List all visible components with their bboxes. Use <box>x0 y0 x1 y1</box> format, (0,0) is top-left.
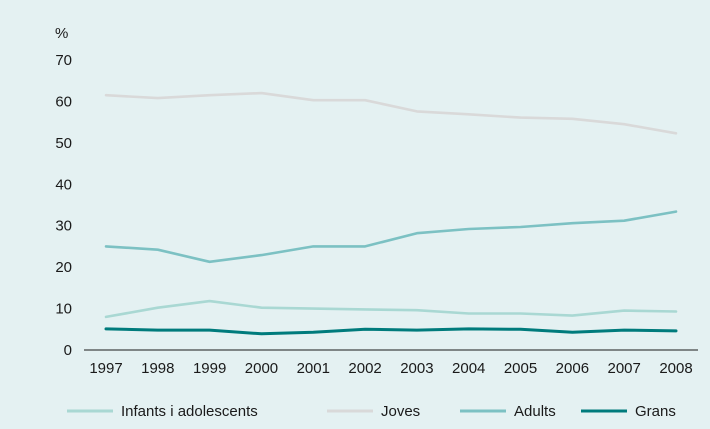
y-tick-label: 50 <box>55 135 72 152</box>
y-axis-unit-label: % <box>55 25 68 42</box>
legend-label: Joves <box>381 403 420 420</box>
y-tick-label: 70 <box>55 52 72 69</box>
y-tick-label: 30 <box>55 218 72 235</box>
x-tick-label: 2000 <box>245 360 278 377</box>
series-line-joves <box>104 91 678 135</box>
y-tick-label: 40 <box>55 176 72 193</box>
y-tick-label: 10 <box>55 301 72 318</box>
x-tick-label: 2004 <box>452 360 485 377</box>
x-tick-label: 2005 <box>504 360 537 377</box>
y-tick-label: 60 <box>55 93 72 110</box>
y-tick-label: 20 <box>55 259 72 276</box>
x-tick-label: 2003 <box>400 360 433 377</box>
legend-label: Adults <box>514 403 556 420</box>
legend: Infants i adolescents Joves Adults Grans <box>67 403 676 420</box>
y-tick-label: 0 <box>64 342 72 359</box>
x-axis-ticks: 1997 1998 1999 2000 2001 2002 2003 2004 2005 2006… <box>89 360 692 377</box>
x-tick-label: 1998 <box>141 360 174 377</box>
x-tick-label: 2002 <box>348 360 381 377</box>
series-line-grans <box>104 327 678 336</box>
x-tick-label: 2006 <box>556 360 589 377</box>
series-lines <box>104 91 678 336</box>
x-tick-label: 2001 <box>297 360 330 377</box>
legend-label: Infants i adolescents <box>121 403 258 420</box>
x-tick-label: 1997 <box>89 360 122 377</box>
x-tick-label: 2007 <box>607 360 640 377</box>
series-line-infants-i-adolescents <box>104 299 678 319</box>
y-axis-ticks: 0 10 20 30 40 50 60 70 <box>55 52 72 359</box>
legend-label: Grans <box>635 403 676 420</box>
x-tick-label: 2008 <box>659 360 692 377</box>
series-line-adults <box>104 210 678 264</box>
x-tick-label: 1999 <box>193 360 226 377</box>
